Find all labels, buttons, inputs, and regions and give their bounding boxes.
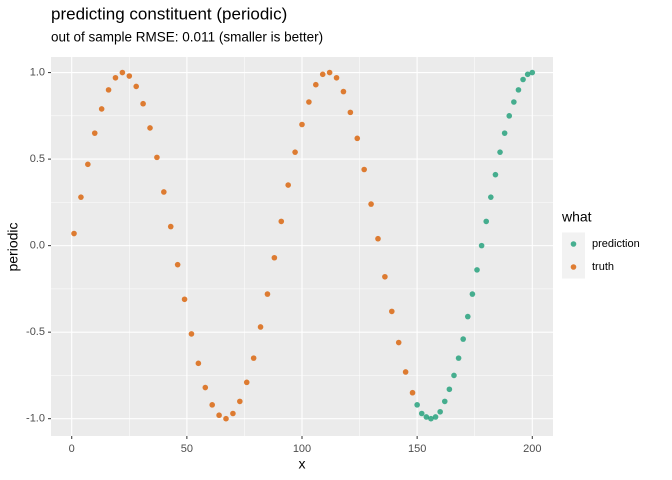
point (464, 313, 471, 320)
point (319, 71, 326, 78)
point (306, 99, 312, 105)
point (506, 113, 513, 119)
point (446, 386, 453, 393)
point (223, 415, 229, 422)
point (511, 99, 517, 105)
point (188, 331, 195, 337)
point (278, 218, 285, 225)
x-tick-label: 0 (69, 443, 75, 455)
legend-symbol (570, 241, 577, 247)
point (174, 261, 181, 268)
legend-title: what (561, 209, 592, 225)
point (524, 71, 531, 78)
point (347, 109, 354, 116)
x-tick-label: 150 (408, 443, 426, 455)
point (250, 355, 257, 361)
point (375, 235, 381, 242)
point (340, 88, 347, 95)
point (202, 384, 209, 391)
point (237, 398, 243, 405)
point (78, 194, 84, 200)
point (469, 291, 476, 297)
point (428, 415, 434, 422)
y-tick-label: 0.0 (30, 240, 45, 252)
point (195, 360, 202, 367)
chart-subtitle: out of sample RMSE: 0.011 (smaller is be… (51, 30, 323, 45)
point (402, 369, 409, 375)
point (418, 410, 425, 417)
legend-label: truth (592, 261, 614, 273)
point (181, 296, 188, 303)
point (313, 81, 319, 88)
point (209, 402, 215, 408)
point (167, 223, 174, 230)
point (85, 161, 91, 168)
x-tick-label: 200 (523, 443, 541, 455)
point (112, 74, 119, 81)
point (326, 69, 333, 76)
point (455, 355, 462, 361)
point (161, 189, 167, 195)
legend-symbol (570, 264, 577, 270)
point (147, 125, 153, 131)
point (230, 410, 236, 417)
point (501, 130, 508, 136)
point (91, 130, 98, 136)
y-tick-label: -0.5 (26, 326, 45, 338)
point (460, 336, 466, 342)
x-tick-label: 50 (181, 443, 193, 455)
point (257, 324, 264, 330)
point (423, 414, 430, 420)
point (133, 83, 140, 90)
x-tick-label: 100 (293, 443, 311, 455)
point (292, 149, 298, 155)
point (497, 149, 503, 155)
point (409, 389, 416, 396)
point (488, 194, 494, 200)
point (441, 398, 448, 405)
point (382, 273, 388, 280)
point (354, 135, 361, 142)
point (432, 414, 439, 420)
point (483, 218, 490, 225)
point (389, 308, 395, 315)
point (71, 230, 77, 237)
point (154, 154, 160, 161)
point (105, 87, 112, 93)
y-tick-label: -1.0 (26, 413, 45, 425)
point (515, 87, 522, 93)
point (333, 74, 340, 81)
y-axis-label: periodic (5, 222, 21, 271)
y-tick-label: 1.0 (30, 66, 45, 78)
point (368, 201, 374, 207)
point (492, 171, 499, 178)
point (271, 254, 278, 261)
x-axis-label: x (299, 456, 306, 472)
point (478, 242, 485, 249)
point (119, 69, 126, 76)
point (361, 166, 367, 173)
point (243, 379, 250, 386)
y-tick-label: 0.5 (30, 153, 45, 165)
point (264, 291, 271, 297)
point (126, 73, 133, 79)
point (395, 339, 402, 346)
point (529, 69, 536, 76)
point (520, 76, 526, 83)
point (216, 412, 222, 419)
point (299, 121, 305, 128)
point (451, 372, 457, 379)
point (437, 408, 443, 415)
legend-label: prediction (592, 238, 640, 250)
point (414, 402, 420, 408)
point (285, 182, 291, 188)
point (474, 267, 480, 273)
chart-title: predicting constituent (periodic) (51, 4, 287, 23)
point (140, 100, 146, 107)
point (98, 106, 105, 112)
